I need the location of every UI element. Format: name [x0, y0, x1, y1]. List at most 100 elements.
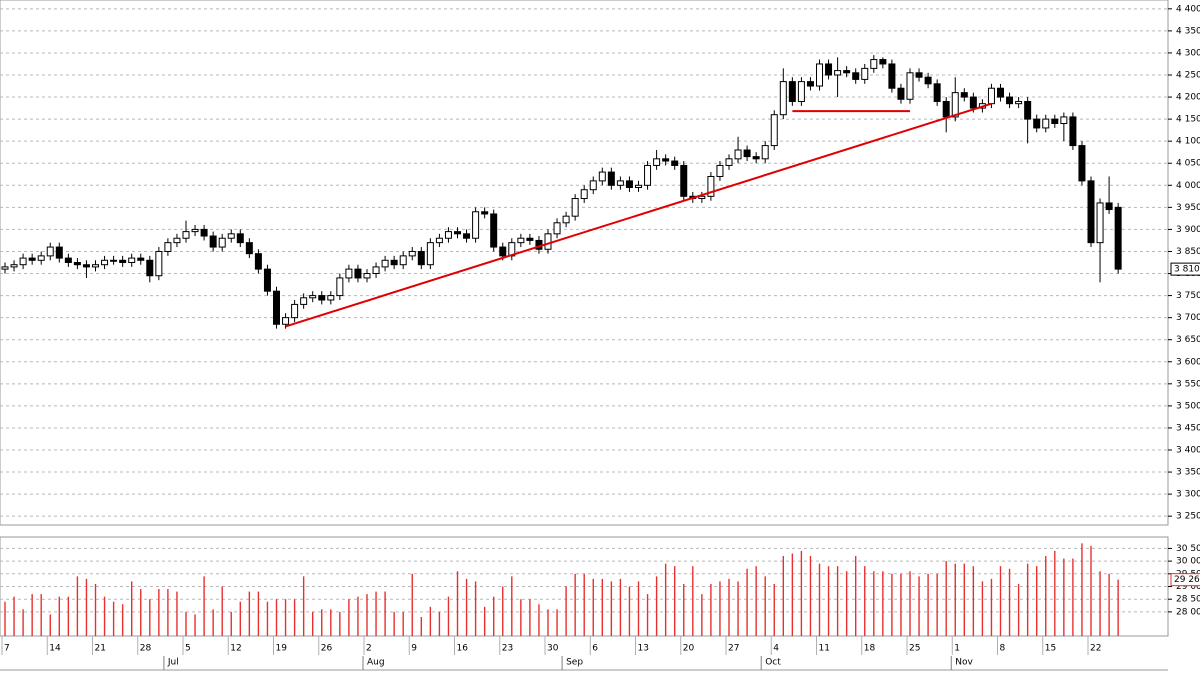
y-tick-label: 3 750 [1176, 291, 1200, 301]
candle-body [915, 72, 923, 78]
x-tick-label: 2 [366, 644, 372, 654]
y-tick-label: 4 050 [1176, 159, 1200, 169]
candle-body [1078, 145, 1086, 182]
last-value-box [1170, 262, 1200, 276]
candle-body [616, 180, 624, 186]
candle-body [1060, 116, 1068, 125]
x-tick-label: 26 [321, 644, 333, 654]
x-tick-label: 9 [411, 644, 417, 654]
y-tick-label: 30 000 [1176, 557, 1200, 567]
x-tick-label: 20 [683, 644, 695, 654]
x-tick-label: 21 [95, 644, 106, 654]
month-label: Jul [167, 658, 179, 668]
candle-body [734, 149, 742, 160]
candle-body [562, 215, 570, 224]
candle-body [318, 295, 326, 301]
candle-body [10, 264, 18, 268]
trend-line [285, 102, 992, 328]
x-tick-label: 11 [819, 644, 830, 654]
candle-body [861, 67, 869, 80]
y-tick-label: 4 350 [1176, 26, 1200, 36]
candle-body [191, 228, 199, 233]
y-tick-label: 3 600 [1176, 357, 1200, 367]
candle-body [245, 242, 253, 255]
y-tick-label: 4 100 [1176, 137, 1200, 147]
candle-body [408, 250, 416, 257]
x-tick-label: 16 [457, 644, 469, 654]
candle-body [879, 59, 887, 65]
candle-body [37, 255, 45, 261]
candle-body [544, 233, 552, 250]
y-tick-label: 3 700 [1176, 313, 1200, 323]
candle-body [1105, 202, 1113, 211]
candle-body [1006, 96, 1014, 105]
candle-body [390, 259, 398, 266]
candle-body [236, 233, 244, 244]
candle-body [273, 290, 280, 325]
y-tick-label: 3 550 [1176, 379, 1200, 389]
candle-body [761, 145, 769, 160]
candle-body [933, 83, 941, 102]
candle-body [1033, 118, 1041, 129]
candle-body [64, 257, 72, 263]
candle-body [951, 92, 959, 118]
y-tick-label: 3 350 [1176, 468, 1200, 478]
candle-body [635, 184, 642, 188]
candle-body [146, 259, 154, 277]
candle-body [327, 295, 335, 301]
x-tick-label: 25 [909, 644, 920, 654]
candle-body [1042, 118, 1050, 129]
candle-body [336, 277, 344, 297]
price-panel [0, 0, 1169, 526]
candle-body [381, 259, 389, 268]
candle-body [82, 264, 90, 268]
candle-body [300, 297, 308, 305]
candle-body [354, 268, 362, 279]
x-tick-label: 13 [638, 644, 649, 654]
candle-body [218, 237, 226, 248]
candle-body [110, 259, 118, 262]
candle-body [987, 87, 995, 105]
candle-body [426, 242, 434, 266]
month-label: Oct [765, 658, 781, 668]
candle-body [119, 259, 127, 264]
candle-body [580, 189, 588, 200]
candle-body [1114, 206, 1122, 270]
x-tick-label: 7 [4, 644, 10, 654]
candle-body [28, 257, 36, 261]
y-tick-label: 3 450 [1176, 423, 1200, 433]
candle-body [399, 255, 407, 266]
y-tick-label: 30 500 [1176, 544, 1200, 554]
candle-body [680, 164, 688, 197]
candle-body [282, 317, 290, 325]
candle-body [906, 72, 914, 100]
candle-body [19, 257, 27, 266]
y-tick-label: 4 000 [1176, 181, 1200, 191]
candle-body [101, 259, 109, 266]
y-tick-label: 4 200 [1176, 93, 1200, 103]
candle-body [716, 164, 724, 177]
x-tick-label: 15 [1045, 644, 1056, 654]
candle-body [200, 228, 208, 237]
candle-body [263, 268, 271, 292]
candle-body [598, 171, 606, 182]
candle-body [182, 231, 190, 239]
month-label: Sep [566, 658, 583, 668]
candle-body [164, 242, 172, 252]
y-tick-label: 4 250 [1176, 71, 1200, 81]
last-value-label: 3 810 [1174, 265, 1200, 275]
x-tick-label: 23 [502, 644, 513, 654]
candle-body [155, 250, 163, 277]
candle-body [725, 158, 733, 166]
candle-body [128, 257, 136, 263]
candle-body [779, 81, 787, 116]
candle-body [372, 266, 380, 275]
candle-body [1024, 100, 1032, 120]
candle-body [788, 81, 796, 102]
candle-body [55, 246, 63, 259]
candle-body [553, 222, 561, 235]
candle-body [770, 114, 778, 147]
y-tick-label: 3 950 [1176, 203, 1200, 213]
candle-body [806, 81, 814, 87]
